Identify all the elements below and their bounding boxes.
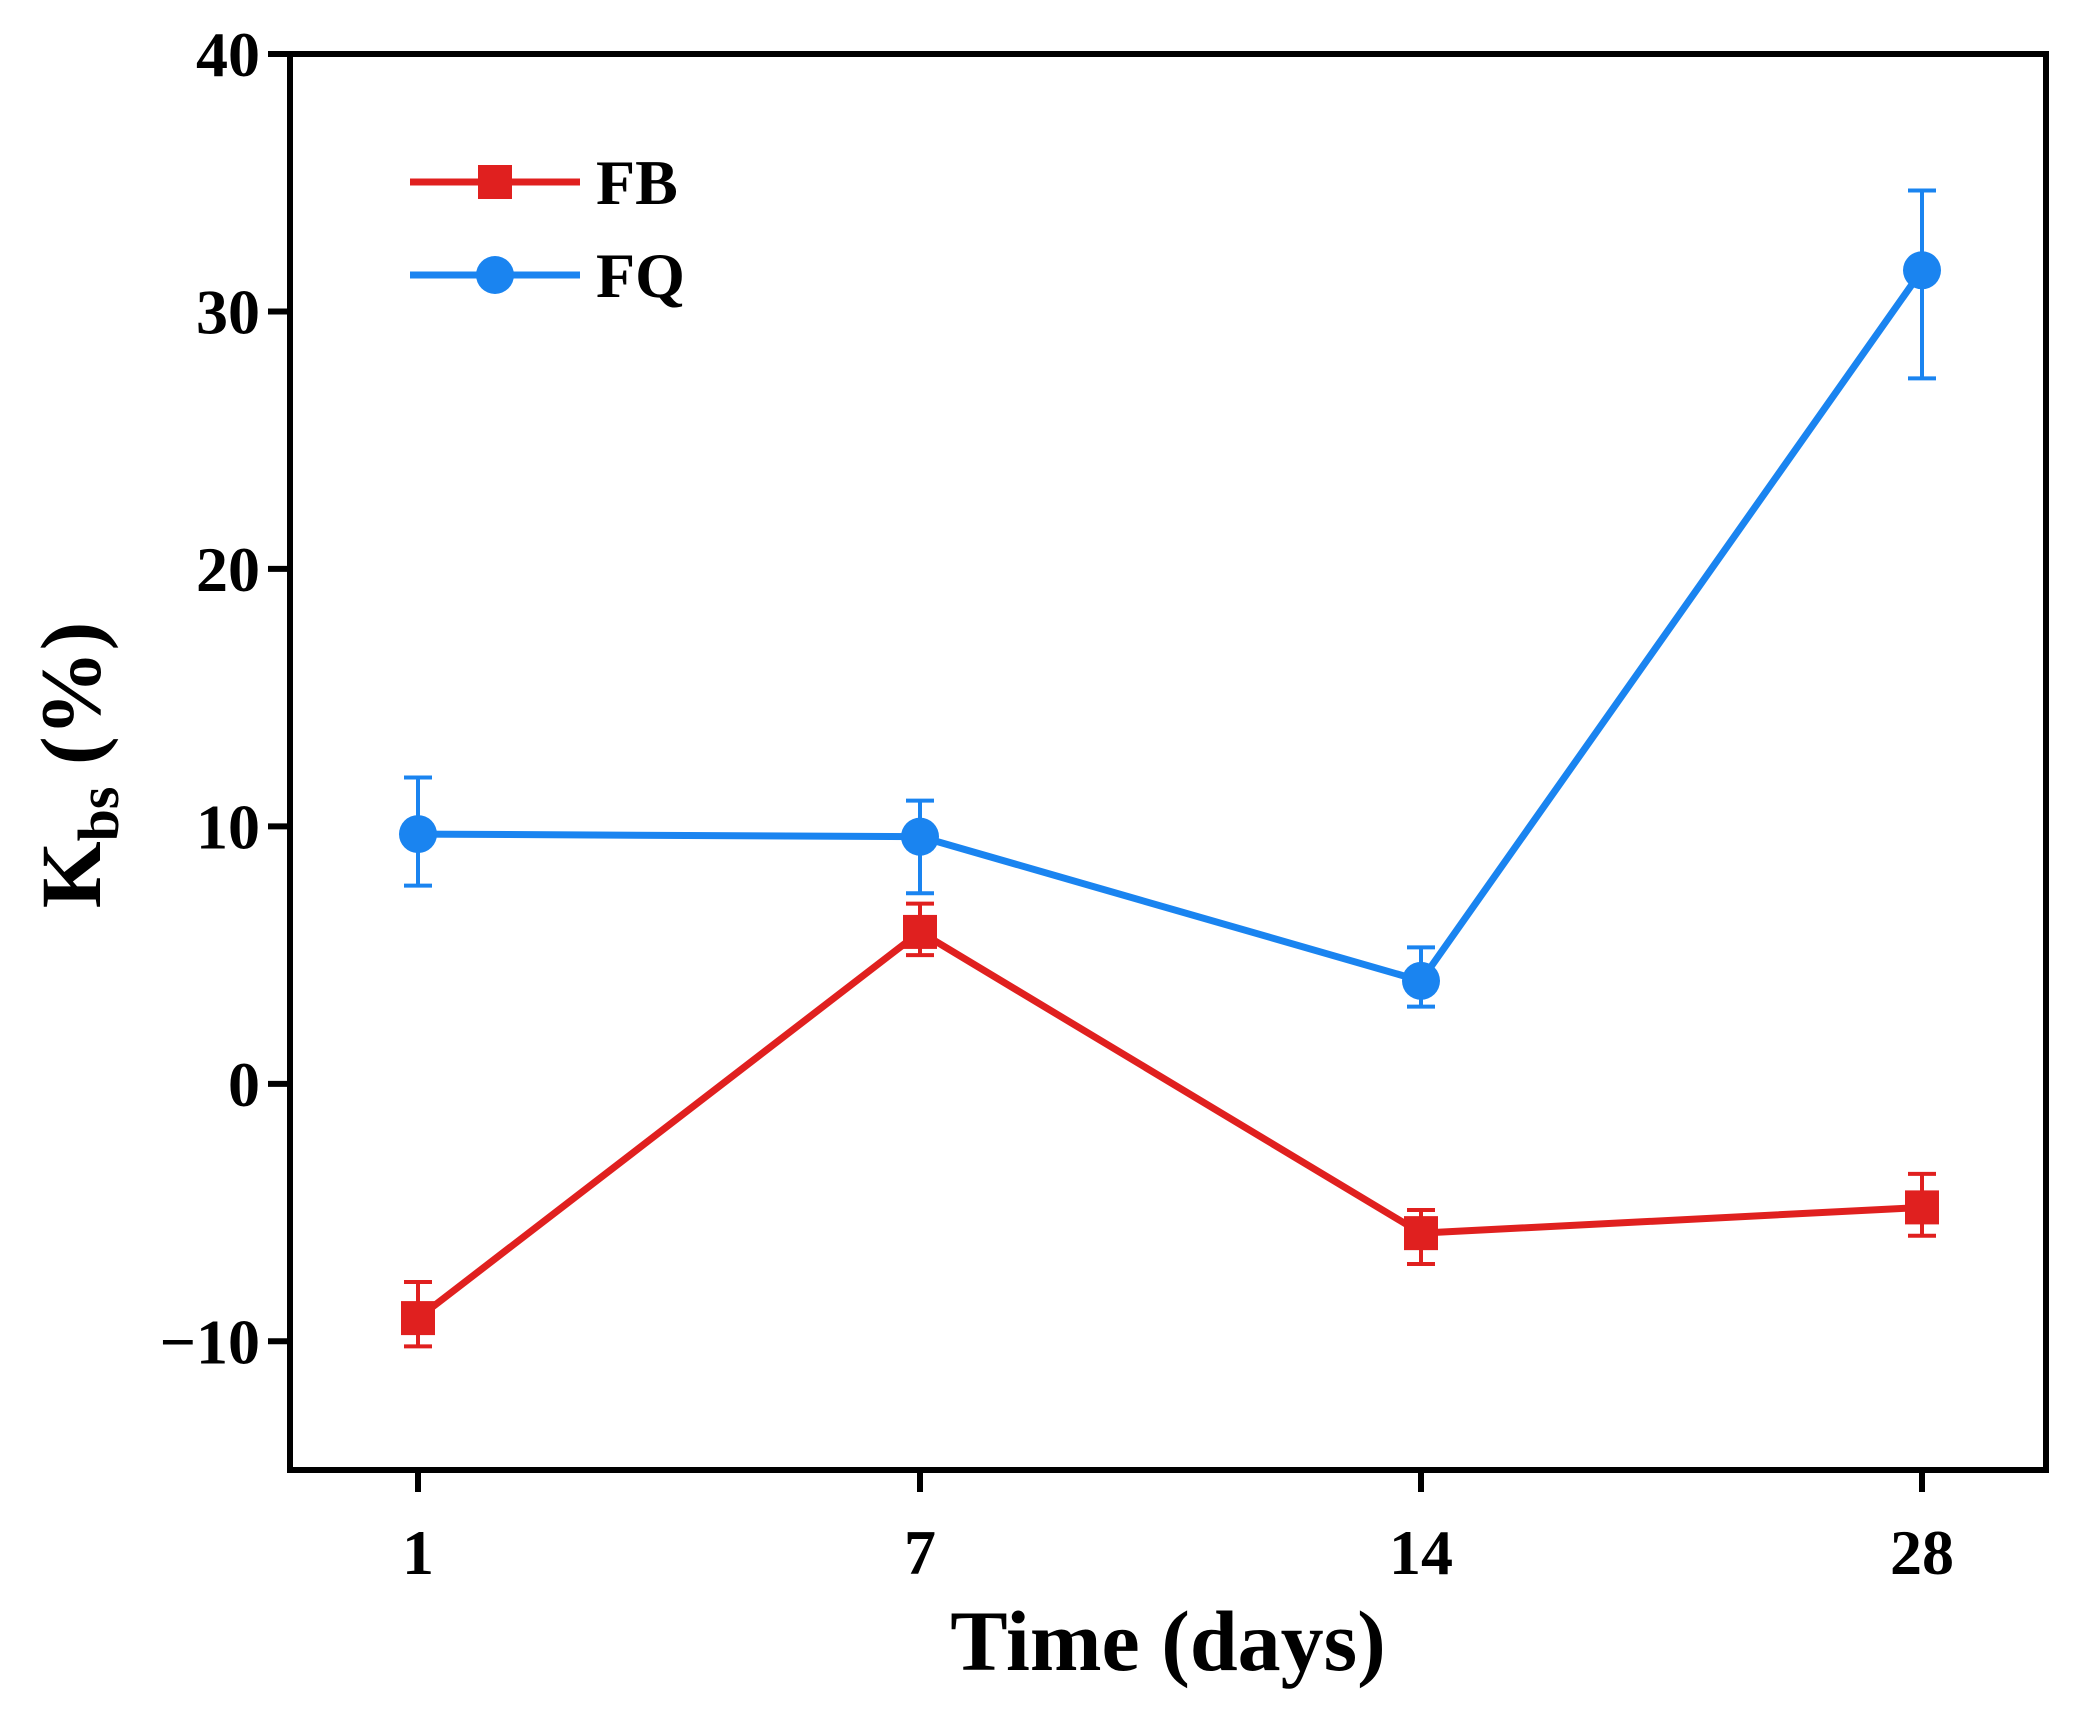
legend-label-fq: FQ xyxy=(596,240,685,311)
y-axis-label: Kbs (%) xyxy=(23,622,131,909)
y-tick-label: 0 xyxy=(228,1049,260,1120)
data-point-fb xyxy=(401,1301,435,1336)
data-point-fq xyxy=(1402,961,1440,1000)
x-tick-label: 7 xyxy=(904,1517,936,1588)
data-point-fb xyxy=(1905,1190,1939,1225)
data-point-fq xyxy=(399,815,437,854)
data-point-fb xyxy=(903,914,937,949)
data-point-fb xyxy=(1404,1216,1438,1251)
y-tick-label: 10 xyxy=(196,791,260,862)
x-tick-label: 28 xyxy=(1890,1517,1954,1588)
series-line-fq xyxy=(417,268,1925,985)
y-tick-label: 40 xyxy=(196,19,260,90)
data-point-fq xyxy=(901,817,939,856)
data-point-fq xyxy=(1903,251,1941,290)
y-axis-label-subscript: bs xyxy=(66,787,131,842)
x-tick-label: 14 xyxy=(1389,1517,1453,1588)
x-tick-label: 1 xyxy=(402,1517,434,1588)
y-tick-label: 20 xyxy=(196,534,260,605)
legend-marker-fq xyxy=(476,256,514,294)
legend-label-fb: FB xyxy=(596,147,678,218)
plot-frame xyxy=(287,51,2049,1473)
x-axis-label: Time (days) xyxy=(950,1593,1386,1689)
y-tick-label: −10 xyxy=(160,1306,260,1377)
series-line-fb xyxy=(415,928,1923,1321)
y-axis-label-main: K xyxy=(23,841,119,908)
legend-marker-fb xyxy=(478,165,512,199)
y-tick-label: 30 xyxy=(196,276,260,347)
y-axis-label-suffix: (%) xyxy=(23,622,119,787)
